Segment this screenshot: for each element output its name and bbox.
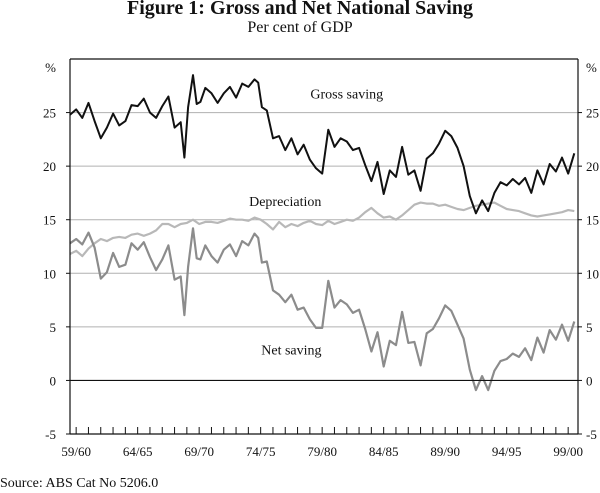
x-tick-label: 84/85 bbox=[369, 444, 399, 459]
y-tick-label-right: 25 bbox=[586, 106, 599, 121]
x-tick-label: 59/60 bbox=[61, 444, 91, 459]
gross-saving-line bbox=[69, 74, 576, 215]
y-tick-label-left: 20 bbox=[43, 159, 56, 174]
depreciation-label: Depreciation bbox=[249, 195, 321, 210]
y-tick-label-right: -5 bbox=[586, 427, 597, 442]
y-unit-right: % bbox=[586, 60, 597, 75]
y-unit-left: % bbox=[45, 60, 56, 75]
chart-title: Figure 1: Gross and Net National Saving bbox=[127, 0, 473, 19]
gross-saving-label: Gross saving bbox=[310, 88, 383, 103]
source-note: Source: ABS Cat No 5206.0 bbox=[0, 476, 159, 491]
y-tick-label-left: 10 bbox=[43, 266, 56, 281]
series-layer bbox=[69, 74, 576, 392]
labels: -5 -5 0 0 5 5 10 10 15 15 20 20 25 25% % 59/60 64/65 69/7… bbox=[43, 60, 599, 459]
net-saving-line bbox=[69, 227, 576, 392]
x-tick-label: 99/00 bbox=[553, 444, 583, 459]
y-tick-label-right: 20 bbox=[586, 159, 599, 174]
x-tick-label: 94/95 bbox=[492, 444, 522, 459]
y-tick-label-right: 5 bbox=[586, 320, 593, 335]
gridlines bbox=[70, 112, 578, 328]
net-saving-label: Net saving bbox=[261, 344, 321, 359]
x-tick-label: 89/90 bbox=[430, 444, 460, 459]
y-tick-label-right: 10 bbox=[586, 266, 599, 281]
y-tick-label-left: -5 bbox=[45, 427, 56, 442]
x-tick-label: 79/80 bbox=[307, 444, 337, 459]
y-tick-label-left: 0 bbox=[50, 373, 57, 388]
y-tick-label-left: 15 bbox=[43, 213, 56, 228]
y-tick-label-left: 5 bbox=[50, 320, 57, 335]
y-tick-label-right: 15 bbox=[586, 213, 599, 228]
x-tick-label: 69/70 bbox=[184, 444, 214, 459]
chart: -5 -5 0 0 5 5 10 10 15 15 20 20 25 25% % 59/60 64/65 69/7… bbox=[43, 58, 599, 459]
y-tick-label-left: 25 bbox=[43, 106, 56, 121]
x-tick-label: 64/65 bbox=[123, 444, 153, 459]
chart-subtitle: Per cent of GDP bbox=[247, 19, 353, 36]
y-tick-label-right: 0 bbox=[586, 373, 593, 388]
x-tick-label: 74/75 bbox=[246, 444, 276, 459]
axes bbox=[66, 58, 582, 435]
